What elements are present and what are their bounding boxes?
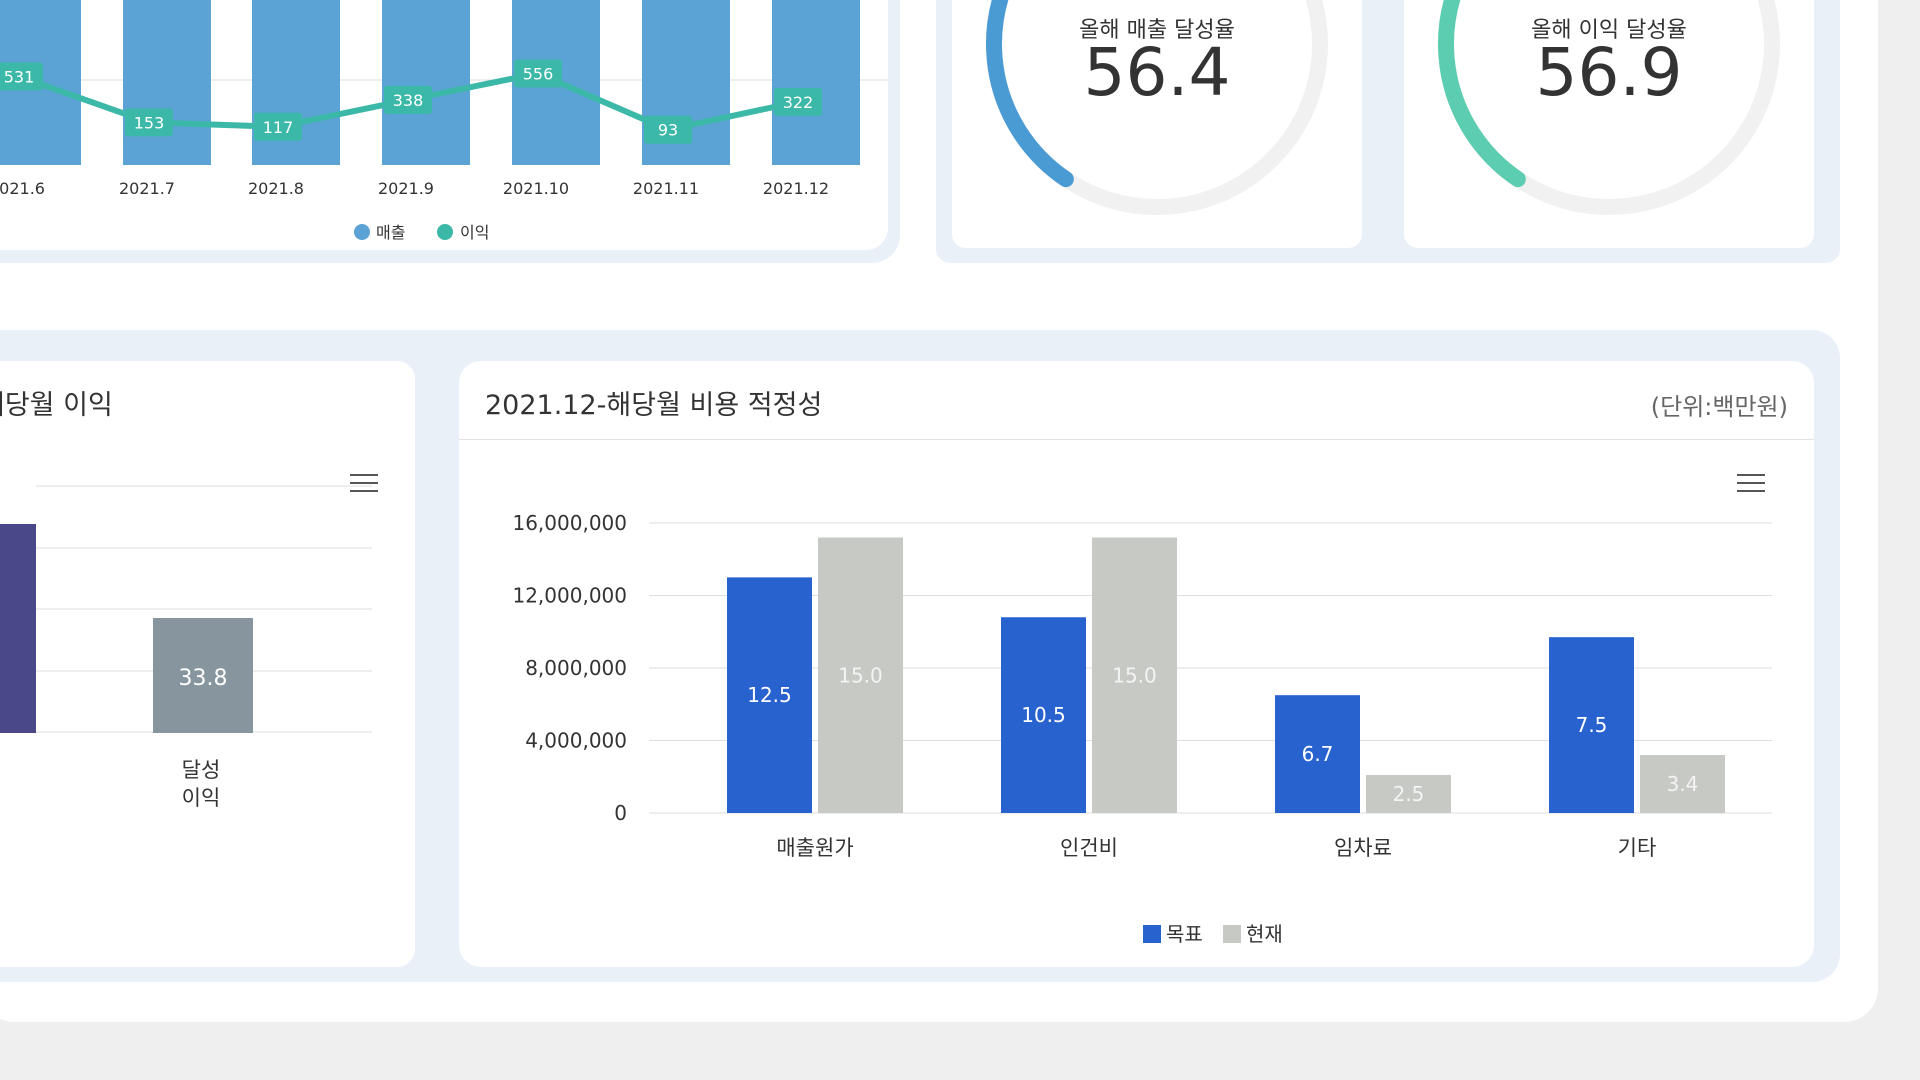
monthly-profit-chart: 5.033.8목표이익달성이익 bbox=[0, 485, 372, 810]
profit-label-box bbox=[125, 108, 173, 137]
legend-label-sales: 매출 bbox=[376, 223, 405, 242]
bar-current-인건비 bbox=[1092, 537, 1177, 813]
legend-marker-sales bbox=[354, 224, 370, 240]
legend-label-target: 목표 bbox=[1166, 922, 1203, 946]
x-tick-label: 2021.7 bbox=[119, 179, 175, 198]
profit-data-label: 556 bbox=[523, 64, 554, 83]
x-tick-label: 인건비 bbox=[1060, 836, 1118, 860]
bar-sales-2021.7 bbox=[123, 0, 211, 165]
sales-gauge-ring bbox=[986, 0, 1328, 215]
x-tick-label: 2021.8 bbox=[248, 179, 304, 198]
profit-data-label: 322 bbox=[783, 93, 814, 112]
y-tick-label: 4,000,000 bbox=[525, 729, 627, 753]
monthly-profit-card: 해당월 이익 5.033.8목표이익달성이익 bbox=[0, 361, 415, 967]
bar-current-매출원가 bbox=[818, 537, 903, 813]
bar-data-label: 2.5 bbox=[1393, 782, 1425, 806]
x-tick-label: 2021.12 bbox=[763, 179, 829, 198]
legend-label-profit: 이익 bbox=[460, 223, 489, 242]
x-tick-label: 이익 bbox=[182, 786, 221, 810]
hamburger-menu-icon[interactable] bbox=[350, 474, 378, 494]
cost-adequacy-chart: 0 4,000,000 8,000,000 12,000,000 16,000,000 1… bbox=[512, 511, 1772, 946]
x-tick-label: 2021.9 bbox=[378, 179, 434, 198]
sales-gauge-card: 올해 매출 달성율 56.4 bbox=[952, 0, 1362, 248]
sales-gauge-value: 56.4 bbox=[1083, 34, 1231, 111]
profit-data-label: 117 bbox=[263, 118, 294, 137]
y-tick-label: 0 bbox=[614, 801, 627, 825]
legend-marker-current bbox=[1223, 925, 1241, 943]
profit-label-box bbox=[384, 85, 432, 114]
profit-data-label: 531 bbox=[4, 67, 35, 86]
bar-target-임차료 bbox=[1275, 695, 1360, 813]
profit-label-box bbox=[644, 115, 692, 144]
bar-data-label: 12.5 bbox=[747, 683, 792, 707]
cost-adequacy-title: 2021.12-해당월 비용 적정성 bbox=[485, 390, 823, 421]
unit-label: (단위:백만원) bbox=[1650, 393, 1788, 421]
bar-sales-2021.12 bbox=[772, 0, 860, 165]
profit-data-label: 153 bbox=[134, 113, 165, 132]
bar-target-기타 bbox=[1549, 637, 1634, 813]
profit-label-box bbox=[774, 87, 822, 116]
x-tick-label: 기타 bbox=[1618, 836, 1657, 860]
legend-marker-profit bbox=[437, 224, 453, 240]
monthly-profit-title: 해당월 이익 bbox=[0, 390, 113, 421]
bar-target-인건비 bbox=[1001, 617, 1086, 813]
profit-data-label: 338 bbox=[393, 91, 424, 110]
bar-achieved-profit bbox=[153, 618, 253, 733]
bar-target-매출원가 bbox=[727, 577, 812, 813]
x-tick-label: 2021.6 bbox=[0, 179, 45, 198]
cost-adequacy-card: 2021.12-해당월 비용 적정성 (단위:백만원) 0 4,000,000 8,… bbox=[459, 361, 1814, 967]
bar-target-profit bbox=[0, 524, 36, 733]
profit-gauge-label: 올해 이익 달성율 bbox=[1531, 18, 1687, 43]
y-tick-label: 16,000,000 bbox=[512, 511, 627, 535]
bar-current-임차료 bbox=[1366, 774, 1451, 813]
sales-gauge-label: 올해 매출 달성율 bbox=[1079, 18, 1235, 43]
bar-current-기타 bbox=[1640, 755, 1725, 813]
bar-data-label: 10.5 bbox=[1021, 703, 1066, 727]
x-tick-label: 2021.11 bbox=[633, 179, 699, 198]
gauge-progress-arc bbox=[1438, 0, 1526, 188]
bar-sales-2021.9 bbox=[382, 0, 470, 165]
profit-data-label: 93 bbox=[658, 121, 678, 140]
x-tick-label: 매출원가 bbox=[776, 836, 853, 860]
bar-data-label: 7.5 bbox=[1576, 713, 1608, 737]
hamburger-menu-icon[interactable] bbox=[1737, 474, 1765, 494]
legend-marker-target bbox=[1143, 925, 1161, 943]
bar-data-label: 6.7 bbox=[1302, 742, 1334, 766]
x-tick-label: 임차료 bbox=[1334, 836, 1392, 860]
profit-label-box bbox=[514, 59, 562, 88]
bar-data-label: 15.0 bbox=[838, 663, 883, 687]
monthly-chart-card: 531 153 117 338 556 93 322 2021.6 2021.7 2021.8 20… bbox=[0, 0, 888, 250]
bar-label-achieved: 33.8 bbox=[179, 666, 228, 691]
bar-data-label: 15.0 bbox=[1112, 663, 1157, 687]
x-tick-label: 2021.10 bbox=[503, 179, 569, 198]
monthly-sales-profit-chart: 531 153 117 338 556 93 322 2021.6 2021.7 2021.8 20… bbox=[0, 0, 888, 242]
profit-label-box bbox=[0, 62, 43, 91]
profit-gauge-ring bbox=[1438, 0, 1780, 215]
legend-label-current: 현재 bbox=[1246, 922, 1283, 946]
title-divider bbox=[459, 439, 1814, 440]
profit-gauge-value: 56.9 bbox=[1535, 34, 1683, 111]
gauge-progress-arc bbox=[986, 0, 1074, 188]
y-tick-label: 8,000,000 bbox=[525, 656, 627, 680]
profit-gauge-card: 올해 이익 달성율 56.9 bbox=[1404, 0, 1814, 248]
bar-data-label: 3.4 bbox=[1667, 772, 1699, 796]
x-tick-label: 달성 bbox=[182, 758, 221, 782]
profit-label-box bbox=[254, 112, 302, 141]
y-tick-label: 12,000,000 bbox=[512, 584, 627, 608]
